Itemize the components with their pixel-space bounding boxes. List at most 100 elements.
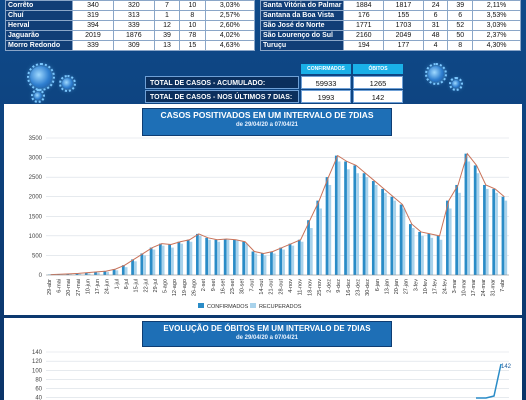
y-tick-label: 500	[32, 253, 43, 259]
municipality-name: Turuçu	[259, 40, 345, 51]
municipality-name: Corrêto	[5, 0, 73, 11]
bar-confirmados	[158, 243, 162, 275]
table-cell: 10	[179, 0, 206, 11]
bar-recuperados	[337, 161, 341, 275]
table-cell: 394	[72, 20, 114, 31]
x-tick-label: 9-set	[211, 279, 217, 292]
bar-recuperados	[467, 161, 471, 275]
cases-chart-panel: 0 500 1000 1500 2000 2500 3000 3500 29-abr 6-mai 2…	[4, 104, 522, 315]
bar-confirmados	[473, 165, 477, 275]
legend-swatch-recuperados	[250, 303, 256, 308]
cases-chart: 0 500 1000 1500 2000 2500 3000 3500 29-abr 6-mai 2…	[29, 136, 509, 310]
bar-confirmados	[233, 239, 236, 275]
x-tick-label: 26-ago	[192, 279, 198, 296]
y-tick-label: 100	[32, 368, 43, 374]
x-tick-label: 22-jul	[143, 279, 149, 292]
bar-confirmados	[455, 184, 459, 275]
table-row: Jaguarão 2019 1876 39 78 4,02%	[5, 30, 256, 41]
table-cell: 6	[422, 10, 449, 21]
confirmados-header: CONFIRMADOS	[301, 64, 351, 74]
x-tick-label: 3-fev	[413, 279, 419, 291]
bar-confirmados	[399, 204, 403, 275]
table-row: Herval 394 339 12 10 2,60%	[5, 20, 256, 31]
table-cell: 12	[153, 20, 181, 31]
x-tick-label: 20-mai	[66, 279, 72, 296]
table-cell: 78	[179, 30, 206, 41]
deaths-chart: 40 60 80 100 120 140 142	[32, 350, 512, 400]
x-tick-label: 24-mar	[481, 279, 487, 297]
obitos-header: ÓBITOS	[353, 64, 403, 74]
table-row: Chuí 319 313 1 8 2,57%	[5, 10, 256, 21]
table-cell: 3,03%	[472, 20, 521, 31]
x-tick-label: 25-nov	[317, 279, 323, 296]
table-cell: 2160	[343, 30, 385, 41]
bar-recuperados	[485, 188, 489, 275]
bar-confirmados	[260, 253, 264, 275]
virus-icon	[31, 89, 45, 103]
table-cell: 3,03%	[204, 0, 256, 11]
bar-recuperados	[235, 240, 239, 275]
table-cell: 13	[153, 40, 181, 51]
table-cell: 10	[179, 20, 206, 31]
bar-confirmados	[334, 155, 338, 275]
x-tick-label: 29-abr	[47, 279, 53, 295]
table-cell: 2,57%	[204, 10, 256, 21]
bar-confirmados	[316, 200, 320, 275]
bar-recuperados	[365, 177, 369, 275]
bar-confirmados	[103, 271, 107, 275]
x-tick-label: 2-dez	[327, 279, 333, 293]
table-cell: 4,02%	[204, 30, 256, 41]
bar-confirmados	[177, 241, 181, 275]
bar-recuperados	[476, 173, 480, 275]
table-cell: 1884	[343, 0, 385, 11]
x-tick-label: 10-jun	[85, 279, 91, 294]
bar-confirmados	[483, 184, 486, 275]
bar-recuperados	[263, 255, 267, 275]
virus-icon	[59, 75, 76, 92]
bar-confirmados	[381, 188, 384, 275]
bar-confirmados	[446, 200, 449, 275]
summary-row-acumulado: TOTAL DE CASOS - ACUMULADO: 59933 1265	[145, 76, 403, 89]
table-cell: 339	[72, 40, 114, 51]
table-row: Turuçu 194 177 4 8 4,30%	[259, 40, 521, 51]
bar-recuperados	[504, 200, 508, 275]
bar-recuperados	[161, 245, 165, 275]
bar-confirmados	[196, 233, 199, 275]
x-tick-label: 30-set	[240, 279, 246, 295]
bar-recuperados	[133, 261, 137, 275]
y-tick-label: 2000	[29, 195, 43, 201]
bar-recuperados	[291, 245, 295, 275]
bar-recuperados	[282, 249, 285, 275]
table-cell: 1771	[343, 20, 385, 31]
x-tick-label: 18-nov	[307, 279, 313, 296]
x-tick-label: 31-mar	[491, 279, 497, 297]
bar-recuperados	[226, 239, 230, 275]
x-tick-label: 27-mai	[76, 279, 82, 296]
cases-chart-title: CASOS POSITIVADOS EM UM INTERVALO DE 7DI…	[160, 110, 374, 120]
table-cell: 1703	[383, 20, 424, 31]
table-cell: 39	[447, 0, 474, 11]
bar-recuperados	[356, 173, 359, 275]
table-cell: 31	[422, 20, 449, 31]
table-cell: 52	[447, 20, 474, 31]
table-cell: 177	[383, 40, 424, 51]
table-row: São José do Norte 1771 1703 31 52 3,03%	[259, 20, 521, 31]
virus-icon	[449, 77, 463, 91]
bar-recuperados	[143, 255, 147, 275]
bar-confirmados	[149, 247, 153, 275]
bar-confirmados	[186, 239, 190, 275]
bar-confirmados	[436, 235, 440, 275]
x-tick-label: 24-fev	[442, 279, 448, 295]
table-cell: 39	[153, 30, 181, 41]
bar-recuperados	[402, 208, 406, 275]
bar-confirmados	[390, 196, 394, 275]
municipality-name: São José do Norte	[259, 20, 345, 31]
bar-confirmados	[344, 161, 347, 275]
table-cell: 155	[383, 10, 424, 21]
x-tick-label: 16-set	[220, 279, 226, 295]
bar-recuperados	[69, 274, 72, 275]
table-cell: 50	[447, 30, 474, 41]
x-tick-label: 13-jan	[384, 279, 390, 294]
x-tick-label: 14-out	[259, 279, 265, 295]
bar-recuperados	[495, 192, 498, 275]
